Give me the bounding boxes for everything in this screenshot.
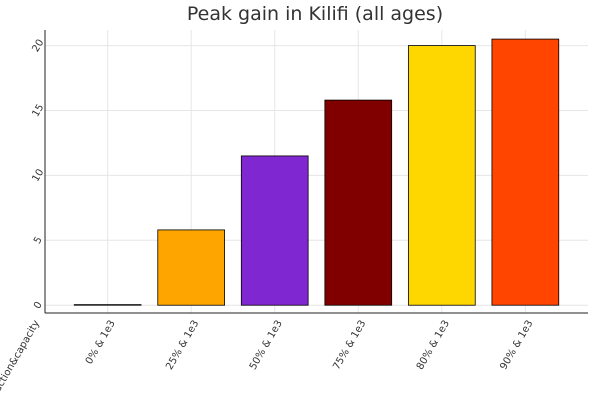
- x-tick-label: 25% & 1e3: [164, 319, 201, 372]
- y-tick-label: 20: [30, 38, 46, 55]
- y-tick-label: 0: [32, 300, 45, 311]
- y-tick-labels: 0 5 10 15 20: [30, 38, 46, 311]
- bar: [73, 304, 142, 306]
- x-tick-label: 50% & 1e3: [248, 319, 285, 372]
- y-tick-label: 5: [32, 235, 45, 246]
- x-tick-label: 75% & 1e3: [331, 319, 368, 372]
- bar: [240, 155, 309, 306]
- bar: [324, 99, 393, 306]
- bar: [407, 45, 476, 306]
- x-tick-label: 0% & 1e3: [84, 319, 118, 367]
- y-tick-label: 15: [30, 102, 46, 119]
- chart-title: Peak gain in Kilifi (all ages): [187, 3, 443, 25]
- x-tick-labels: reduction&capacity 0% & 1e3 25% & 1e3 50% &…: [0, 318, 536, 400]
- bar: [157, 229, 226, 306]
- bars: [73, 38, 560, 306]
- x-tick-label-corner: reduction&capacity: [0, 318, 42, 400]
- y-tick-label: 10: [30, 167, 46, 184]
- x-tick-label: 90% & 1e3: [498, 319, 535, 372]
- bar: [491, 38, 560, 306]
- x-tick-label: 80% & 1e3: [415, 319, 452, 372]
